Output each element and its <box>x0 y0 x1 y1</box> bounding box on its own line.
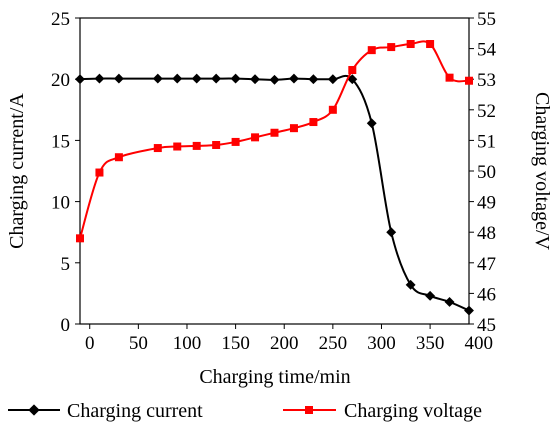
series-line <box>79 40 470 239</box>
data-point <box>94 73 105 84</box>
data-point <box>269 74 280 85</box>
x-tick-label: 50 <box>129 333 148 354</box>
series-charging-current <box>75 73 474 316</box>
data-point <box>152 73 163 84</box>
legend-voltage-marker <box>305 406 313 414</box>
y-right-tick-label: 52 <box>477 101 496 122</box>
data-point <box>289 124 298 133</box>
data-point <box>172 73 183 84</box>
data-point <box>386 227 397 238</box>
legend-item-current: Charging current <box>8 400 203 422</box>
y-left-tick-label: 5 <box>61 254 71 275</box>
legend-current-label: Charging current <box>67 400 203 422</box>
y-right-tick-label: 47 <box>477 254 496 275</box>
data-point <box>308 74 319 85</box>
series-layer <box>75 40 474 316</box>
y-right-tick-label: 53 <box>477 70 496 91</box>
data-point <box>250 74 260 85</box>
data-point <box>230 73 241 84</box>
x-tick-label: 300 <box>367 333 396 354</box>
data-point <box>328 105 337 114</box>
x-axis-title: Charging time/min <box>199 366 350 388</box>
y-left-tick-label: 15 <box>51 131 70 152</box>
data-point <box>114 153 123 162</box>
y-left-axis: 0 5 10 15 20 25 <box>51 9 80 336</box>
y-right-axis: 45 46 47 48 49 50 51 52 53 54 55 <box>469 9 497 336</box>
data-point <box>309 118 318 127</box>
data-point <box>405 279 416 290</box>
x-axis: 0 50 100 150 200 250 300 350 400 <box>85 324 493 354</box>
y-right-tick-label: 51 <box>477 131 496 152</box>
y-right-tick-label: 50 <box>477 162 496 183</box>
series-charging-voltage <box>76 40 473 243</box>
data-point <box>251 133 260 142</box>
data-point <box>464 305 474 316</box>
data-point <box>192 141 201 150</box>
y-left-tick-label: 20 <box>51 70 70 91</box>
data-point <box>444 297 455 307</box>
data-point <box>406 40 415 49</box>
y-right-tick-label: 48 <box>477 223 496 244</box>
data-point <box>425 290 436 301</box>
y-left-axis-title: Charging current/A <box>6 93 28 249</box>
legend-voltage-label: Charging voltage <box>344 400 482 422</box>
data-point <box>191 73 202 84</box>
legend-item-voltage: Charging voltage <box>283 400 482 422</box>
x-tick-label: 150 <box>221 333 250 354</box>
y-right-tick-label: 49 <box>477 193 496 214</box>
series-line <box>79 74 470 312</box>
data-point <box>366 118 377 129</box>
y-left-tick-label: 10 <box>51 193 70 214</box>
y-left-tick-label: 25 <box>51 9 70 30</box>
data-point <box>231 137 240 146</box>
data-point <box>212 140 221 149</box>
y-right-tick-label: 45 <box>477 315 496 336</box>
data-point <box>348 66 357 75</box>
x-tick-label: 400 <box>464 333 493 354</box>
data-point <box>327 74 338 85</box>
data-point <box>76 234 84 243</box>
data-point <box>367 46 376 55</box>
x-tick-label: 0 <box>85 333 95 354</box>
y-right-axis-title: Charging voltage/V <box>531 92 550 250</box>
data-point <box>113 73 124 84</box>
y-right-tick-label: 54 <box>477 40 497 61</box>
plot-frame <box>79 17 470 325</box>
x-tick-label: 250 <box>319 333 348 354</box>
legend-current-marker <box>28 404 40 416</box>
data-point <box>75 74 85 85</box>
data-point <box>173 142 182 151</box>
legend: Charging current Charging voltage <box>8 400 482 422</box>
data-point <box>289 73 299 84</box>
data-point <box>211 73 222 84</box>
x-tick-label: 200 <box>270 333 299 354</box>
x-tick-label: 100 <box>173 333 202 354</box>
data-point <box>426 40 435 49</box>
y-right-tick-label: 55 <box>477 9 496 30</box>
y-right-tick-label: 46 <box>477 284 496 305</box>
data-point <box>465 76 473 85</box>
data-point <box>387 43 396 52</box>
x-tick-label: 350 <box>416 333 445 354</box>
data-point <box>270 128 279 137</box>
data-point <box>95 168 104 177</box>
data-point <box>153 144 162 153</box>
data-point <box>445 73 454 82</box>
y-left-tick-label: 0 <box>61 315 71 336</box>
